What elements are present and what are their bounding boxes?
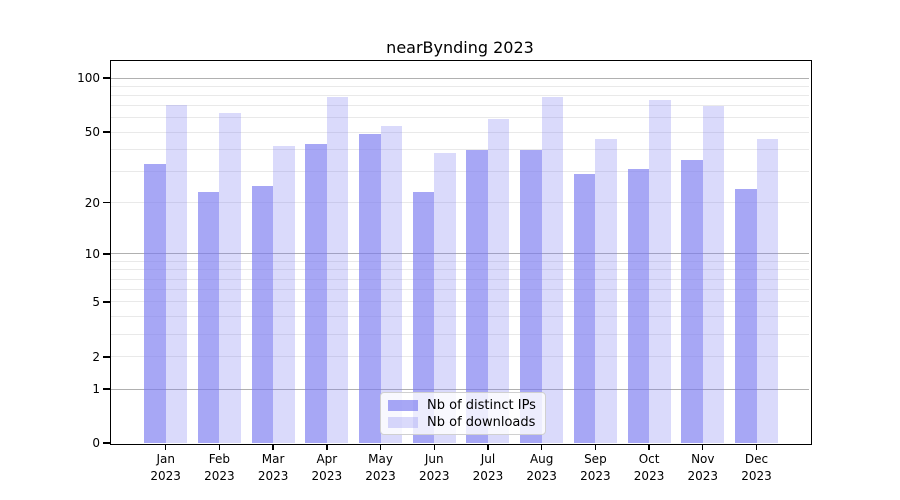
legend-item-distinct-ips: Nb of distinct IPs [388, 397, 538, 414]
x-tick-mark-sep [594, 444, 597, 450]
y-tick-label-2: 2 [92, 349, 100, 364]
x-tick-label-mar: Mar 2023 [257, 452, 289, 483]
legend-swatch-distinct-ips [388, 400, 418, 411]
x-tick-label-aug: Aug 2023 [526, 452, 557, 483]
x-tick-label-jul: Jul 2023 [472, 452, 504, 483]
x-tick-label-may: May 2023 [365, 452, 396, 483]
y-tick-label-5: 5 [92, 294, 100, 309]
x-tick-label-feb: Feb 2023 [204, 452, 235, 483]
legend-item-downloads: Nb of downloads [388, 414, 538, 431]
legend: Nb of distinct IPs Nb of downloads [380, 392, 546, 435]
x-tick-label-oct: Oct 2023 [633, 452, 665, 483]
x-tick-mark-may [379, 444, 382, 450]
x-tick-label-apr: Apr 2023 [311, 452, 343, 483]
y-tick-label-1: 1 [92, 382, 100, 397]
x-tick-label-nov: Nov 2023 [687, 452, 719, 483]
legend-swatch-downloads [388, 417, 418, 428]
x-tick-mark-mar [272, 444, 274, 450]
x-tick-label-dec: Dec 2023 [741, 452, 772, 483]
x-tick-label-jun: Jun 2023 [418, 452, 450, 483]
x-tick-mark-nov [702, 444, 704, 450]
legend-label-downloads: Nb of downloads [427, 415, 536, 430]
y-tick-label-20: 20 [84, 195, 100, 210]
x-tick-mark-dec [755, 444, 758, 450]
x-tick-mark-oct [648, 444, 650, 450]
plot-area [109, 60, 812, 445]
x-tick-mark-feb [218, 444, 221, 450]
x-tick-mark-jan [165, 444, 167, 450]
legend-label-distinct-ips: Nb of distinct IPs [427, 398, 536, 413]
x-tick-label-sep: Sep 2023 [580, 452, 611, 483]
y-tick-label-0: 0 [92, 436, 100, 450]
y-tick-label-10: 10 [84, 246, 100, 261]
x-tick-label-jan: Jan 2023 [150, 452, 181, 483]
y-tick-label-100: 100 [77, 71, 100, 85]
x-tick-mark-jun [433, 444, 435, 450]
x-tick-mark-apr [326, 444, 328, 450]
x-tick-mark-jul [487, 444, 489, 450]
chart-title: nearBynding 2023 [386, 38, 534, 57]
x-tick-mark-aug [540, 444, 543, 450]
y-tick-label-50: 50 [84, 125, 100, 140]
